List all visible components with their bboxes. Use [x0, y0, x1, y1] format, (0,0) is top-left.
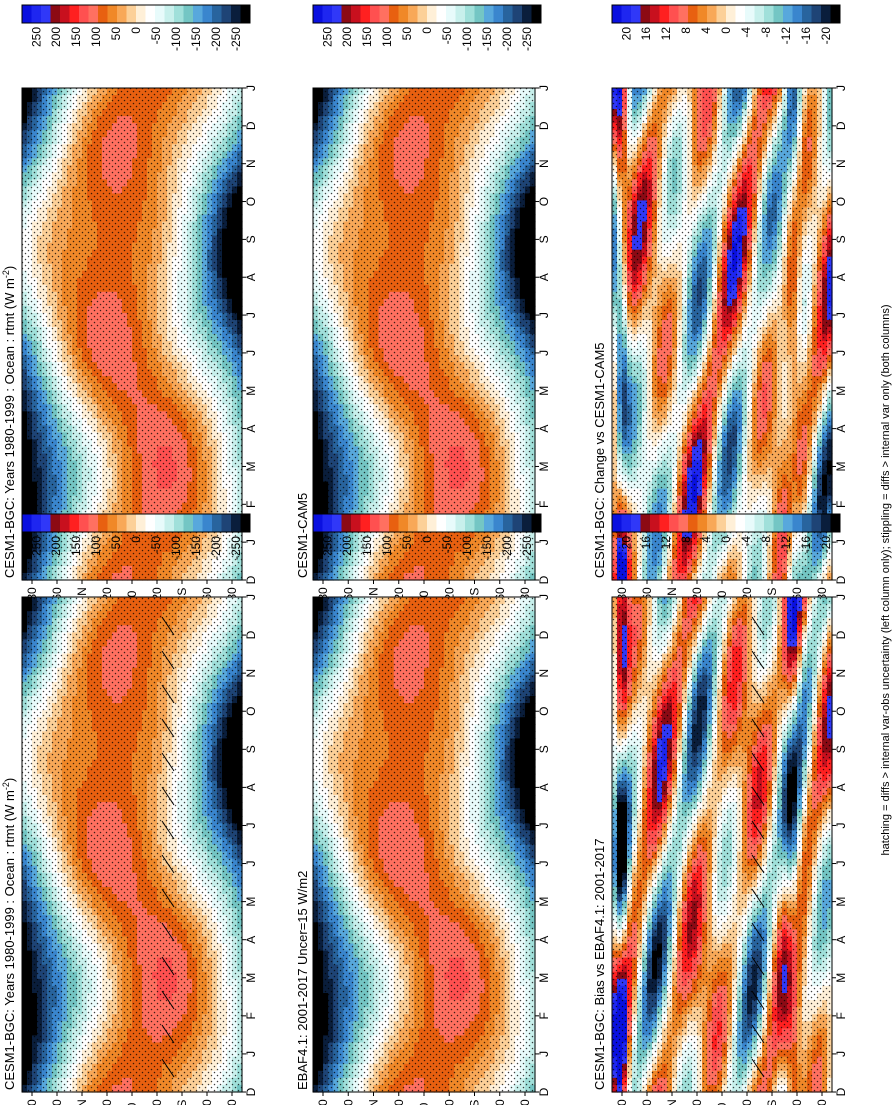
figure: DJFMAMJJASONDJ80 60 °N 20 0 20 °S 60 80CESM1-BGC… — [0, 0, 895, 1105]
